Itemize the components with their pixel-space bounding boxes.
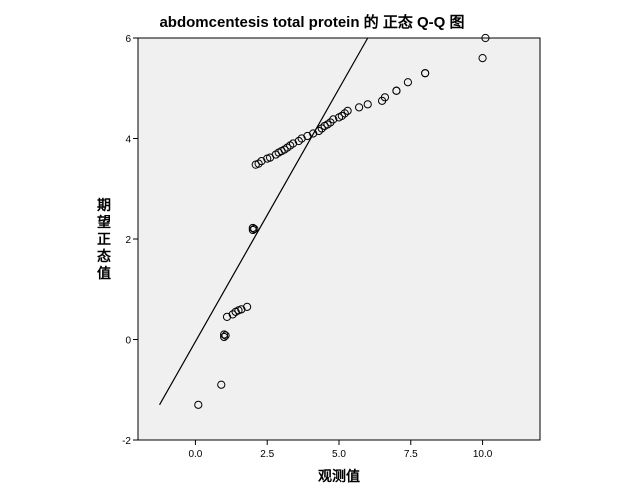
data-point — [317, 124, 326, 133]
data-point — [380, 93, 390, 102]
data-point — [220, 330, 229, 339]
data-point — [329, 115, 338, 124]
chart-title: abdomcentesis total protein 的 正态 Q-Q 图 — [159, 13, 464, 31]
data-point — [340, 109, 349, 118]
x-tick-label: 5.0 — [332, 449, 346, 460]
data-point — [243, 302, 252, 311]
data-point — [403, 78, 413, 87]
y-tick-label: 2 — [125, 235, 131, 246]
data-point — [314, 126, 323, 136]
data-point — [343, 106, 352, 115]
data-point — [220, 332, 229, 342]
data-point — [217, 380, 226, 389]
data-point — [250, 224, 259, 234]
data-point — [228, 310, 237, 319]
reference-line — [159, 37, 369, 406]
data-point — [363, 100, 372, 109]
axis-ticks: 0.0 2.5 5.0 7.5 10.0 -2 0 2 4 6 — [122, 34, 493, 460]
data-points — [194, 33, 490, 409]
data-point — [294, 136, 303, 146]
data-point — [326, 118, 335, 127]
y-tick-label: 4 — [125, 135, 131, 146]
x-tick-label: 10.0 — [473, 449, 493, 460]
y-axis-label: 期望正态值 — [97, 197, 111, 281]
data-point — [248, 223, 257, 233]
y-tick-label: 6 — [125, 34, 131, 45]
data-point — [392, 86, 401, 95]
x-tick-label: 0.0 — [188, 449, 202, 460]
x-tick-label: 7.5 — [404, 449, 418, 460]
data-point — [254, 159, 263, 168]
data-point — [355, 103, 364, 112]
data-point — [421, 69, 430, 78]
data-point — [221, 331, 230, 340]
x-tick-label: 2.5 — [260, 449, 274, 460]
y-tick-label: -2 — [122, 436, 131, 447]
data-point — [194, 400, 203, 409]
plot-area — [137, 37, 541, 441]
y-tick-label: 0 — [125, 336, 131, 347]
data-point — [481, 33, 490, 43]
data-point — [248, 225, 257, 235]
data-point — [478, 54, 487, 63]
data-point — [337, 111, 346, 120]
x-axis-label: 观测值 — [318, 468, 360, 484]
